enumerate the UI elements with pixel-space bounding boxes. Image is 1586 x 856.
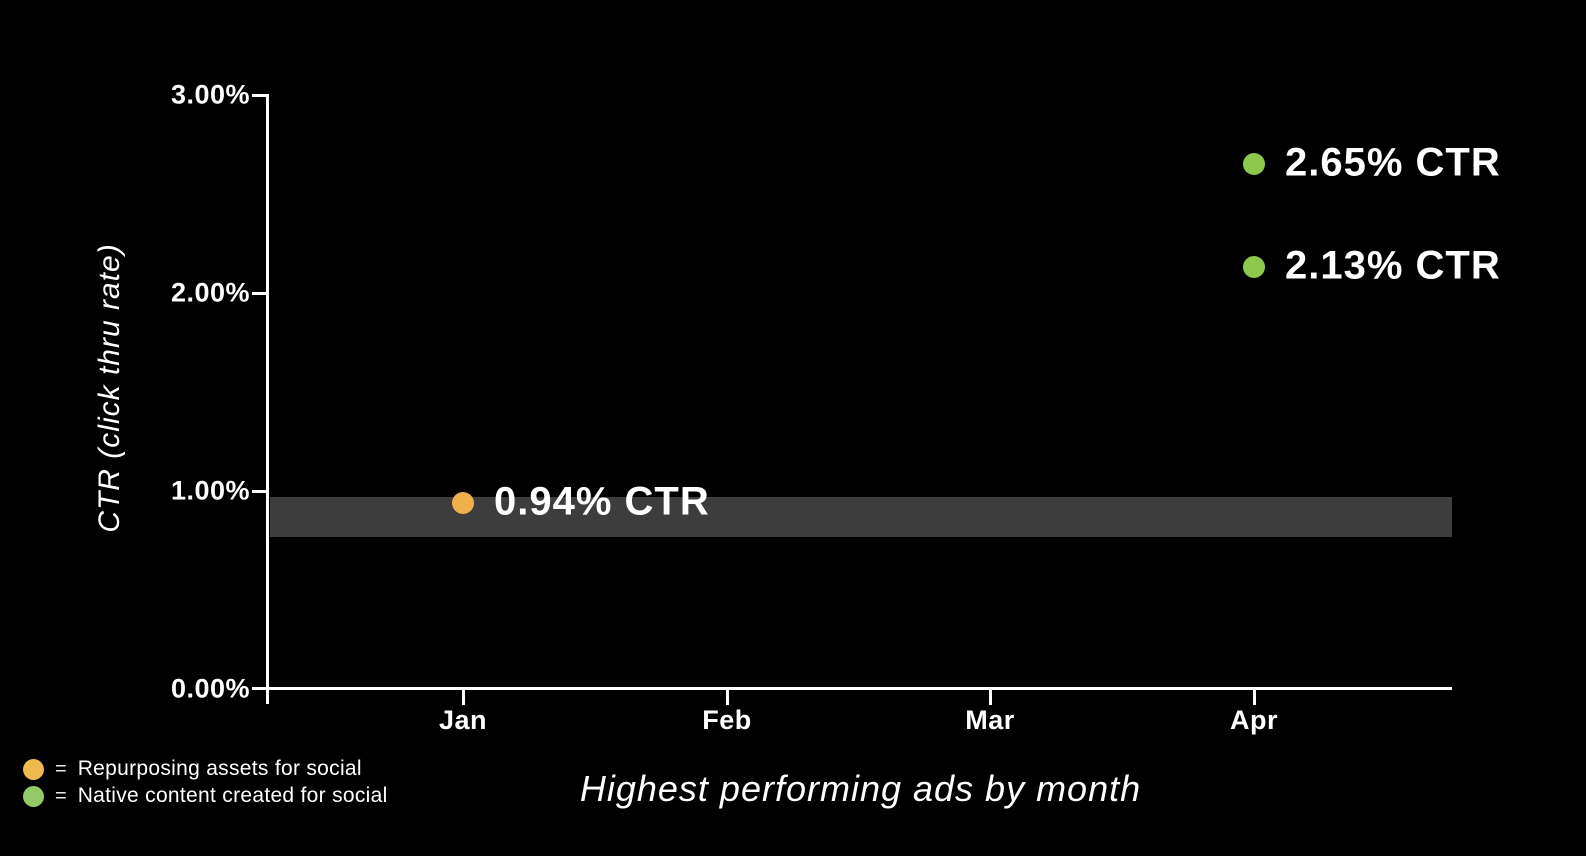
x-axis-line	[252, 687, 1452, 690]
x-tick-mark	[725, 690, 729, 705]
x-tick-mark	[461, 690, 465, 705]
legend-label: Repurposing assets for social	[77, 757, 362, 780]
y-tick-mark	[252, 291, 268, 295]
y-tick-label: 0.00%	[170, 673, 250, 704]
benchmark-band	[270, 496, 1452, 537]
y-tick-label: 2.00%	[170, 277, 250, 308]
data-point	[1243, 256, 1265, 279]
x-tick-label: Apr	[1230, 705, 1278, 735]
green-dot-icon	[23, 785, 44, 807]
y-axis-line	[266, 94, 269, 704]
x-tick-label: Mar	[965, 705, 1015, 735]
data-point	[452, 491, 474, 514]
equals-sign: =	[55, 784, 67, 807]
data-point	[1243, 153, 1265, 176]
x-tick-mark	[1252, 690, 1256, 705]
y-tick-label: 3.00%	[170, 79, 250, 110]
legend-item-native: = Native content created for social	[23, 784, 388, 807]
equals-sign: =	[55, 757, 67, 780]
chart-title: Highest performing ads by month	[579, 768, 1142, 809]
data-point-label: 2.65% CTR	[1285, 140, 1501, 185]
legend: = Repurposing assets for social = Native…	[23, 757, 388, 807]
y-tick-mark	[252, 489, 268, 493]
legend-label: Native content created for social	[77, 784, 388, 807]
y-tick-mark	[252, 93, 268, 97]
legend-item-repurposed: = Repurposing assets for social	[23, 757, 388, 780]
x-tick-label: Feb	[702, 705, 752, 735]
data-point-label: 2.13% CTR	[1285, 243, 1501, 288]
y-tick-label: 1.00%	[170, 475, 250, 506]
orange-dot-icon	[23, 758, 44, 780]
x-tick-mark	[988, 690, 992, 705]
x-tick-label: Jan	[438, 705, 488, 735]
data-point-label: 0.94% CTR	[494, 479, 710, 524]
